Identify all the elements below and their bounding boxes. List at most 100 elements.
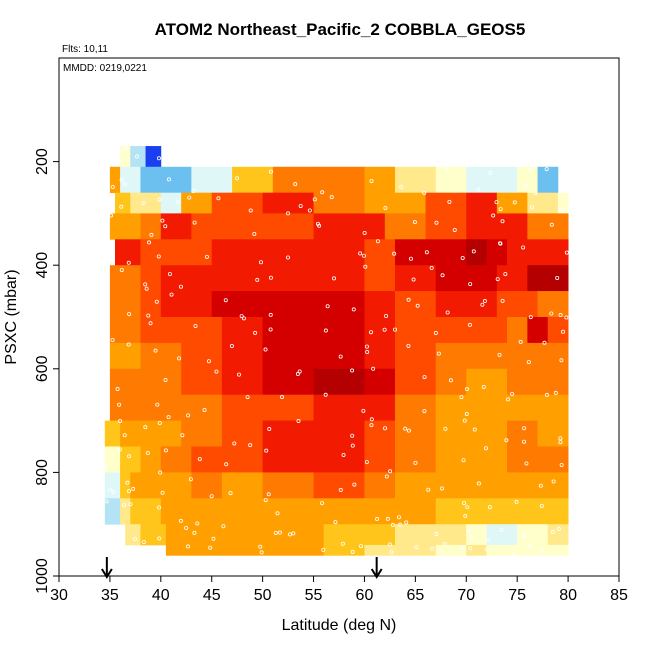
observation-point bbox=[404, 520, 409, 525]
heatmap-cell bbox=[109, 342, 141, 370]
observation-point bbox=[442, 541, 447, 546]
heatmap-cell bbox=[507, 472, 569, 499]
heatmap-cell bbox=[165, 544, 202, 556]
observation-point bbox=[263, 498, 268, 503]
heatmap-cell bbox=[262, 317, 314, 344]
observation-point bbox=[504, 438, 509, 443]
heatmap-cell bbox=[466, 265, 498, 292]
heatmap-cell bbox=[527, 192, 559, 214]
observation-point bbox=[268, 327, 273, 332]
heatmap-cell bbox=[211, 265, 264, 292]
observation-point bbox=[208, 545, 213, 550]
observation-point bbox=[157, 505, 162, 510]
observation-point bbox=[154, 299, 159, 304]
observation-point bbox=[286, 211, 291, 216]
observation-point bbox=[564, 250, 569, 255]
observation-point bbox=[128, 502, 133, 507]
observation-point bbox=[157, 420, 162, 425]
observation-point bbox=[415, 303, 420, 308]
heatmap-cell bbox=[313, 446, 365, 473]
observation-point bbox=[539, 503, 544, 508]
observation-points bbox=[103, 146, 569, 557]
observation-point bbox=[169, 292, 174, 297]
y-tick-label: 1000 bbox=[34, 558, 51, 594]
heatmap-cell bbox=[109, 368, 141, 396]
observation-point bbox=[444, 166, 449, 171]
heatmap-cell bbox=[435, 265, 467, 292]
observation-point bbox=[383, 426, 388, 431]
observation-point bbox=[466, 528, 471, 533]
heatmap-cell bbox=[242, 544, 284, 556]
observation-point bbox=[206, 359, 211, 364]
observation-point bbox=[506, 397, 511, 402]
heatmap-cell bbox=[364, 291, 396, 318]
observation-point bbox=[156, 156, 161, 161]
x-tick-label: 40 bbox=[152, 587, 170, 604]
observation-point bbox=[110, 338, 115, 343]
heatmap-cell bbox=[527, 265, 569, 292]
observation-point bbox=[185, 544, 190, 549]
observation-point bbox=[192, 220, 197, 225]
observation-point bbox=[177, 356, 182, 361]
heatmap-cell bbox=[496, 213, 528, 240]
observation-point bbox=[460, 255, 465, 260]
heatmap-cell bbox=[395, 368, 437, 396]
observation-point bbox=[448, 378, 453, 383]
observation-point bbox=[191, 189, 196, 194]
observation-point bbox=[340, 541, 345, 546]
heatmap-cell bbox=[262, 192, 314, 214]
observation-point bbox=[445, 310, 450, 315]
observation-point bbox=[462, 501, 467, 506]
observation-point bbox=[389, 549, 394, 554]
observation-point bbox=[350, 443, 355, 448]
observation-point bbox=[491, 213, 496, 218]
observation-point bbox=[211, 536, 216, 541]
observation-point bbox=[333, 520, 338, 525]
observation-point bbox=[118, 418, 123, 423]
observation-point bbox=[559, 358, 564, 363]
x-axis: 30 35 40 45 50 55 60 65 70 75 80 85 bbox=[50, 575, 628, 604]
heatmap-cell bbox=[527, 317, 549, 344]
observation-point bbox=[166, 415, 171, 420]
observation-point bbox=[148, 321, 153, 326]
observation-point bbox=[472, 427, 477, 432]
heatmap-cell bbox=[395, 446, 437, 473]
heatmap-cell bbox=[435, 498, 467, 525]
heatmap-cell bbox=[507, 420, 538, 447]
observation-point bbox=[512, 552, 517, 557]
observation-point bbox=[122, 503, 127, 508]
heatmap-cell bbox=[232, 498, 274, 525]
observation-point bbox=[268, 312, 273, 317]
observation-point bbox=[195, 521, 200, 526]
observation-point bbox=[375, 239, 380, 244]
heatmap-cell bbox=[191, 498, 233, 525]
observation-point bbox=[465, 505, 470, 510]
observation-point bbox=[476, 187, 481, 192]
heatmap-cell bbox=[466, 544, 488, 556]
heatmap-cell bbox=[140, 368, 182, 396]
observation-point bbox=[392, 251, 397, 256]
observation-point bbox=[115, 387, 120, 392]
heatmap-cell bbox=[395, 524, 437, 546]
observation-point bbox=[269, 169, 274, 174]
observation-point bbox=[126, 489, 131, 494]
observation-point bbox=[422, 409, 427, 414]
observation-point bbox=[296, 418, 301, 423]
heatmap-cell bbox=[104, 446, 121, 473]
observation-point bbox=[364, 344, 369, 349]
observation-point bbox=[253, 330, 258, 335]
heatmap-cell bbox=[130, 192, 162, 214]
observation-point bbox=[122, 433, 127, 438]
observation-point bbox=[131, 486, 136, 491]
heatmap-cell bbox=[109, 213, 141, 240]
heatmap-cell bbox=[435, 524, 467, 546]
heatmap-cell bbox=[120, 146, 131, 168]
observation-point bbox=[109, 213, 114, 218]
observation-point bbox=[143, 282, 148, 287]
heatmap-cell bbox=[120, 446, 141, 473]
observation-point bbox=[352, 482, 357, 487]
observation-point bbox=[462, 418, 467, 423]
observation-point bbox=[209, 494, 214, 499]
heatmap-cell bbox=[211, 291, 264, 318]
date-note: MMDD: 0219,0221 bbox=[63, 63, 147, 74]
